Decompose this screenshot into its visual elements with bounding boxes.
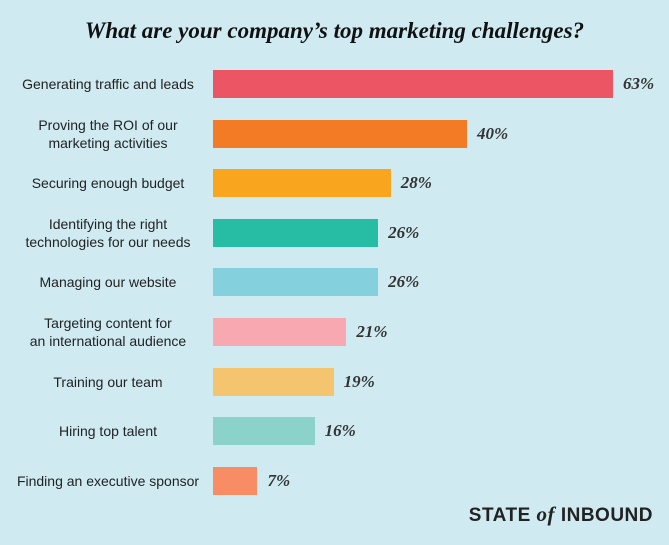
value-label: 7% (267, 470, 291, 490)
value-label: 63% (623, 74, 655, 93)
bar (213, 218, 379, 247)
value-label: 16% (324, 421, 356, 441)
chart-title: What are your company’s top marketing ch… (84, 18, 585, 43)
value-label: 26% (388, 272, 420, 292)
category-label: Generating traffic and leads (22, 76, 194, 92)
value-label: 19% (343, 371, 375, 391)
category-label: Finding an executive sponsor (16, 472, 200, 489)
value-label: 28% (400, 173, 432, 193)
value-label: 40% (476, 123, 509, 143)
brand-text: INBOUND (560, 505, 653, 526)
category-label: Training our team (53, 373, 163, 390)
bar (213, 268, 379, 297)
bar (213, 318, 347, 346)
category-label: Securing enough budget (31, 175, 185, 192)
bar (213, 417, 315, 446)
category-label: Targeting content for an international a… (29, 315, 187, 349)
brand-logo: STATE of INBOUND (469, 502, 653, 527)
brand-text: STATE (468, 505, 531, 526)
category-label: Proving the ROI of our marketing activit… (38, 116, 178, 151)
brand-text: of (536, 502, 556, 526)
bar (213, 119, 467, 148)
value-label: 26% (388, 222, 420, 242)
bar (213, 367, 334, 396)
category-label: Hiring top talent (58, 423, 158, 440)
bar (213, 466, 258, 495)
bar (213, 70, 613, 98)
category-label: Identifying the right technologies for o… (25, 215, 191, 250)
category-label: Managing our website (39, 274, 177, 291)
bar (213, 169, 391, 198)
value-label: 21% (356, 322, 388, 341)
